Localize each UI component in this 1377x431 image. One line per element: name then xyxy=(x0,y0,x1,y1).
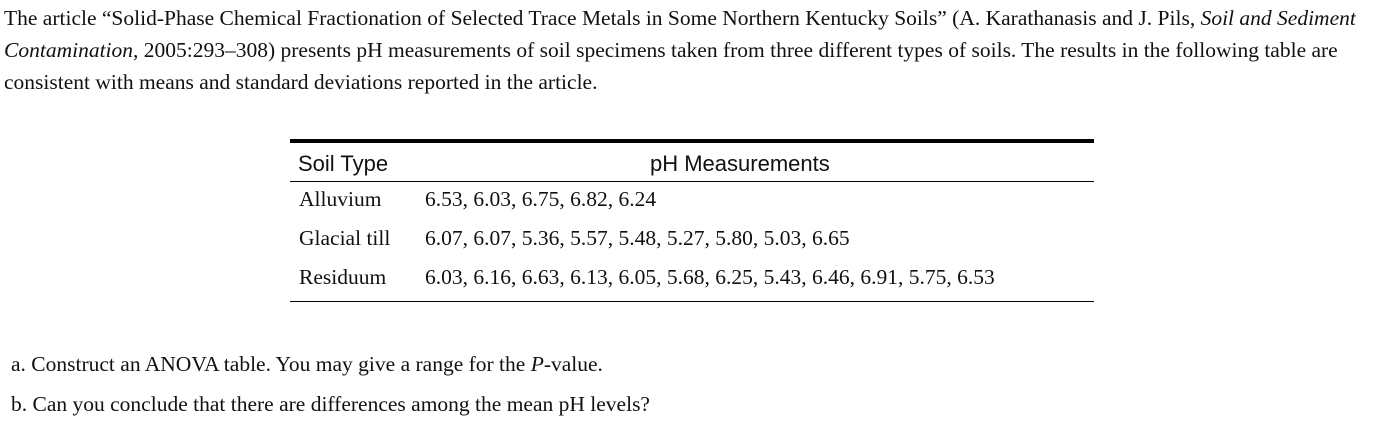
questions-list: a. Construct an ANOVA table. You may giv… xyxy=(11,344,650,424)
ph-values-cell: 6.07, 6.07, 5.36, 5.57, 5.48, 5.27, 5.80… xyxy=(425,226,850,250)
question-a: a. Construct an ANOVA table. You may giv… xyxy=(11,344,650,384)
table-bottom-rule xyxy=(290,301,1094,302)
soil-type-cell: Residuum xyxy=(299,265,387,289)
question-a-p-italic: P xyxy=(530,352,544,376)
soil-type-cell: Glacial till xyxy=(299,226,391,250)
question-a-text: a. Construct an ANOVA table. You may giv… xyxy=(11,352,531,376)
soil-type-cell: Alluvium xyxy=(299,187,382,211)
header-soil-type: Soil Type xyxy=(298,151,389,176)
table-top-rule xyxy=(290,139,1094,143)
table-header-row: Soil Type pH Measurements xyxy=(290,143,1094,182)
ph-values-cell: 6.03, 6.16, 6.63, 6.13, 6.05, 5.68, 6.25… xyxy=(425,265,995,289)
question-a-suffix: -value. xyxy=(543,352,603,376)
table-row: Alluvium 6.53, 6.03, 6.75, 6.82, 6.24 xyxy=(290,182,1094,221)
table-row: Glacial till 6.07, 6.07, 5.36, 5.57, 5.4… xyxy=(290,221,1094,260)
ph-values-cell: 6.53, 6.03, 6.75, 6.82, 6.24 xyxy=(425,187,657,211)
intro-text-part1: The article “Solid-Phase Chemical Fracti… xyxy=(4,6,1201,30)
question-b: b. Can you conclude that there are diffe… xyxy=(11,392,650,416)
intro-paragraph: The article “Solid-Phase Chemical Fracti… xyxy=(4,2,1374,98)
ph-table: Soil Type pH Measurements Alluvium 6.53,… xyxy=(290,139,1094,302)
journal-title: Soil and Sediment Contamination xyxy=(4,6,1356,62)
intro-text-part2: , 2005:293–308) presents pH measurements… xyxy=(4,38,1338,94)
header-ph-measurements: pH Measurements xyxy=(650,151,830,176)
table-row: Residuum 6.03, 6.16, 6.63, 6.13, 6.05, 5… xyxy=(290,260,1094,299)
